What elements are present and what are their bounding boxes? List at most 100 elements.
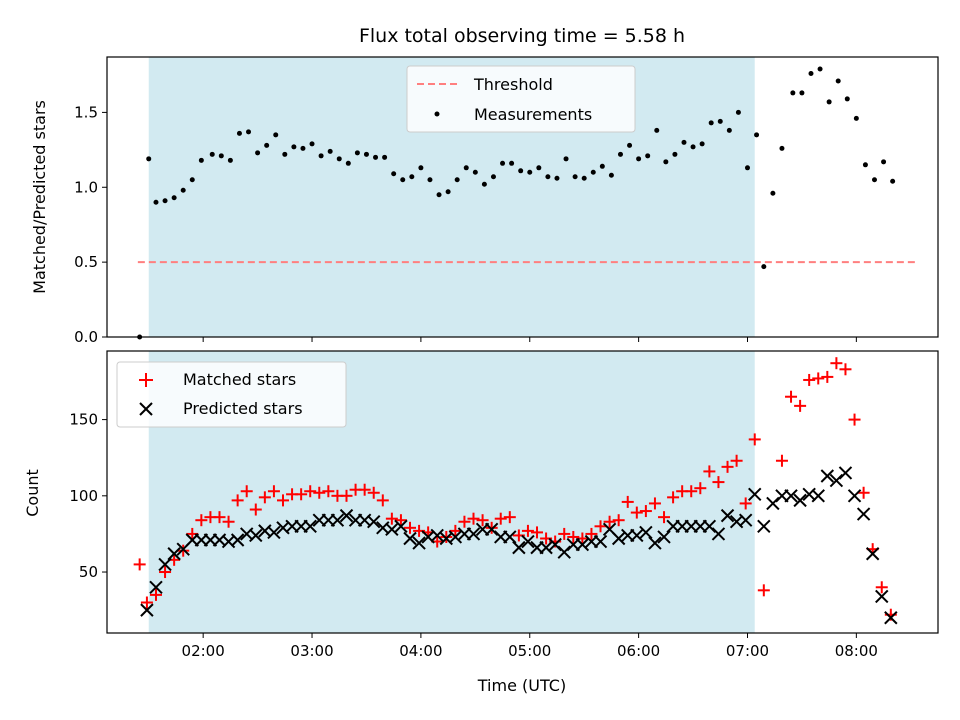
measurement-point: [790, 90, 796, 96]
y-tick-label: 150: [69, 411, 98, 429]
measurement-point: [146, 156, 152, 162]
measurement-point: [327, 148, 333, 154]
matched-stars-point: [267, 485, 280, 498]
matched-stars-point: [812, 372, 825, 385]
bottom-legend-box: [116, 361, 347, 428]
measurement-point: [554, 175, 560, 181]
matched-stars-point: [821, 370, 834, 383]
matched-stars-point: [558, 527, 571, 540]
predicted-stars-point: [766, 496, 780, 511]
predicted-stars-point: [847, 489, 862, 503]
predicted-stars-point: [330, 513, 345, 527]
measurement-point: [445, 189, 451, 195]
y-tick-label: 1.5: [74, 103, 98, 121]
measurement-point: [236, 130, 242, 136]
measurement-point: [663, 159, 669, 165]
matched-stars-point: [240, 485, 253, 498]
measurement-point: [862, 162, 868, 168]
legend-measurements-label: Measurements: [474, 105, 592, 124]
matched-stars-point: [694, 482, 707, 495]
measurement-point: [799, 90, 805, 96]
predicted-stars-point: [521, 534, 535, 549]
matched-stars-point: [667, 491, 680, 504]
measurement-point: [382, 154, 388, 160]
predicted-stars-point: [303, 519, 317, 534]
matched-stars-point: [177, 544, 190, 557]
matched-stars-point: [440, 530, 453, 543]
matched-stars-point: [703, 465, 716, 478]
matched-stars-point: [476, 514, 489, 527]
predicted-stars-point: [394, 519, 408, 534]
predicted-stars-point: [738, 513, 753, 527]
measurement-point: [545, 174, 551, 180]
predicted-stars-point: [149, 580, 163, 594]
predicted-stars-point: [856, 507, 871, 521]
measurement-point: [291, 144, 297, 150]
predicted-stars-point: [875, 589, 889, 604]
measurement-point: [654, 127, 660, 133]
predicted-stars-point: [575, 537, 590, 552]
predicted-stars-point: [829, 473, 844, 488]
matched-stars-point: [803, 373, 816, 386]
matched-stars-point: [739, 497, 752, 510]
predicted-stars-point: [820, 469, 835, 483]
matched-stars-point: [830, 357, 843, 370]
predicted-stars-point: [720, 508, 735, 523]
top-legend: Threshold Measurements: [406, 65, 636, 133]
measurement-point: [509, 160, 515, 166]
y-tick-label: 100: [69, 487, 98, 505]
measurement-point: [808, 70, 814, 76]
measurement-point: [690, 144, 696, 150]
measurement-point: [717, 118, 723, 124]
predicted-stars-point: [748, 487, 762, 501]
measurement-point: [463, 165, 469, 171]
matched-stars-point: [404, 521, 417, 534]
matched-stars-point: [340, 489, 353, 502]
measurement-point: [500, 160, 506, 166]
measurement-point: [436, 192, 442, 198]
measurement-point: [735, 109, 741, 115]
predicted-stars-point: [648, 536, 662, 550]
matched-stars-point: [249, 503, 262, 516]
predicted-stars-point: [448, 530, 463, 544]
y-tick-label: 0.0: [74, 328, 98, 346]
measurement-point: [563, 156, 569, 162]
predicted-stars-point: [639, 525, 653, 540]
x-axis-label: Time (UTC): [477, 676, 566, 695]
matched-stars-point: [149, 588, 162, 601]
matched-stars-point: [630, 506, 643, 519]
matched-stars-point: [612, 514, 625, 527]
x-tick-label: 06:00: [617, 642, 660, 660]
measurement-point: [273, 132, 279, 138]
x-tick-label: 04:00: [399, 642, 442, 660]
measurement-point: [779, 145, 785, 151]
matched-stars-point: [730, 454, 743, 467]
bottom-plot-frame: [106, 350, 939, 634]
matched-stars-point: [258, 491, 271, 504]
predicted-stars-point: [140, 603, 154, 617]
matched-stars-point: [231, 494, 244, 507]
measurement-point: [754, 132, 760, 138]
measurement-point: [770, 190, 776, 196]
predicted-stars-point: [158, 557, 172, 572]
measurement-point: [209, 151, 215, 157]
predicted-stars-point: [593, 534, 608, 549]
y-tick-label: 50: [79, 563, 98, 581]
matched-stars-point: [313, 486, 326, 499]
measurement-point: [300, 145, 306, 151]
measurement-point: [255, 150, 261, 156]
predicted-stars-point: [339, 508, 354, 523]
matched-stars-point: [567, 530, 580, 543]
matched-stars-point: [531, 526, 544, 539]
matched-stars-point: [304, 485, 317, 498]
matched-stars-point: [322, 485, 335, 498]
top-plot-frame: [106, 56, 939, 338]
measurement-point: [518, 168, 524, 174]
predicted-stars-point: [403, 531, 417, 546]
matched-stars-point: [159, 566, 172, 579]
measurement-point: [636, 156, 642, 162]
measurement-point: [218, 153, 224, 159]
matched-stars-point: [648, 497, 661, 510]
measurement-point: [835, 78, 841, 84]
measurement-point: [826, 99, 832, 105]
